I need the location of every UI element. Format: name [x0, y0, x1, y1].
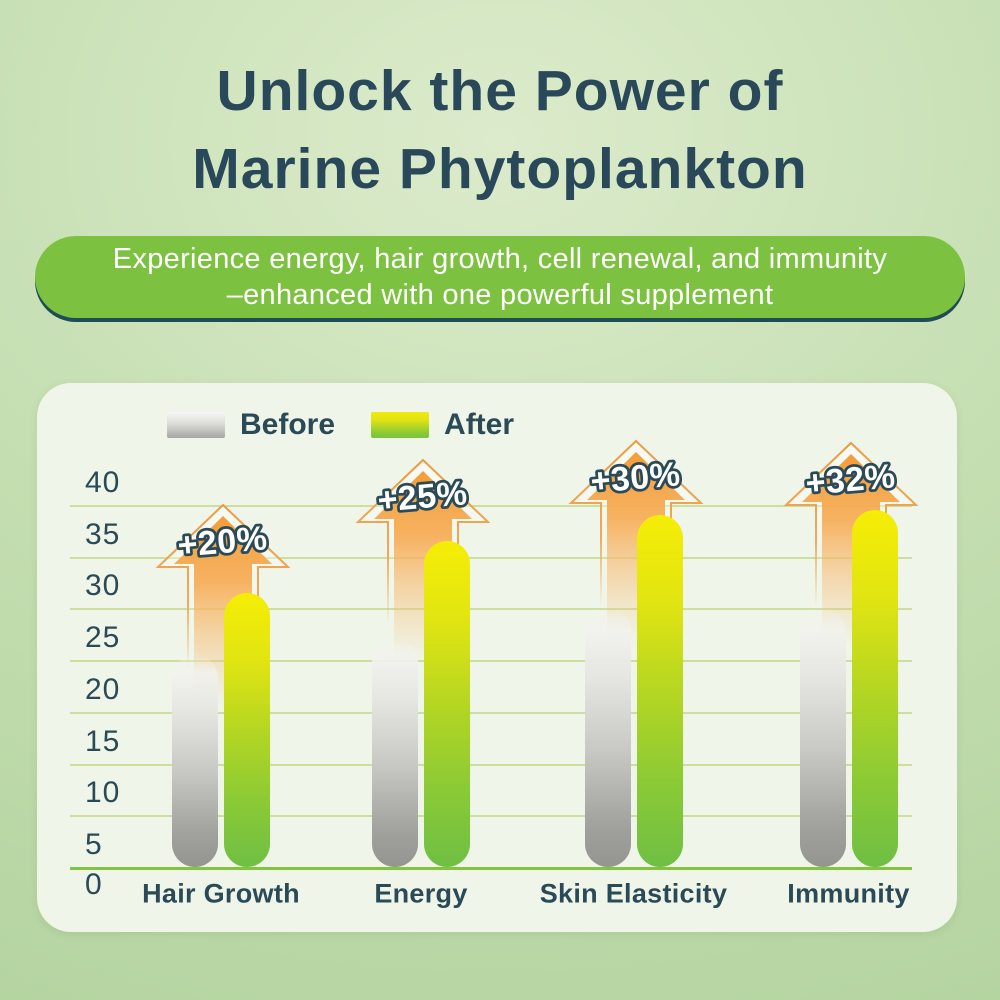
bar-before — [799, 608, 846, 867]
gridline — [70, 815, 912, 818]
y-axis-tick-label: 20 — [85, 672, 121, 706]
improvement-arrow: +30% — [568, 439, 703, 645]
y-axis-tick-label: 10 — [85, 776, 121, 810]
legend-before-label: Before — [240, 408, 336, 441]
gridline — [70, 660, 912, 663]
improvement-label: +25% — [376, 474, 469, 520]
gridline — [70, 711, 912, 714]
gridline — [70, 556, 912, 559]
benefits-banner: Experience energy, hair growth, cell ren… — [35, 236, 965, 318]
y-axis-tick-label: 25 — [85, 621, 121, 655]
y-axis-tick-label: 30 — [85, 569, 121, 603]
y-axis-tick-label: 0 — [85, 868, 103, 901]
title-line-2: Marine Phytoplankton — [192, 137, 808, 201]
title-line-1: Unlock the Power of — [216, 59, 784, 123]
category-label: Hair Growth — [142, 878, 300, 909]
category-label: Energy — [374, 878, 468, 909]
legend-after-label: After — [444, 408, 515, 441]
chart-card: Before After 40 35 30 25 20 15 10 5 0 +20% +25% +30… — [37, 383, 957, 932]
bar-after — [851, 510, 898, 867]
gridline — [70, 505, 912, 507]
bar-after — [424, 541, 470, 867]
y-axis-tick-label: 40 — [85, 466, 121, 499]
gridline — [70, 866, 912, 870]
page-title: Unlock the Power of Marine Phytoplankton — [0, 52, 1000, 208]
legend-after-swatch — [371, 412, 430, 438]
improvement-label: +32% — [804, 457, 897, 503]
category-label: Immunity — [787, 878, 910, 909]
improvement-arrow: +32% — [783, 441, 918, 647]
y-axis-tick-label: 5 — [85, 827, 103, 861]
gridline — [70, 763, 912, 766]
bar-after — [636, 515, 683, 867]
banner-line-2: –enhanced with one powerful supplement — [226, 279, 774, 311]
gridline — [70, 608, 912, 611]
bar-before — [372, 639, 418, 867]
category-label: Skin Elasticity — [539, 878, 728, 909]
improvement-label: +30% — [589, 456, 682, 502]
y-axis-tick-label: 35 — [85, 517, 121, 551]
improvement-arrow: +25% — [355, 458, 491, 664]
banner-line-1: Experience energy, hair growth, cell ren… — [112, 243, 888, 275]
legend-before-swatch — [167, 412, 225, 438]
chart-legend: Before After — [167, 408, 515, 441]
bar-after — [224, 592, 270, 867]
chart-area: 40 35 30 25 20 15 10 5 0 +20% +25% +30% +32% Hair Gro… — [37, 383, 957, 932]
bar-before — [172, 654, 218, 867]
bar-before — [584, 608, 631, 867]
y-axis-tick-label: 15 — [85, 724, 121, 758]
improvement-arrow: +20% — [155, 503, 291, 708]
